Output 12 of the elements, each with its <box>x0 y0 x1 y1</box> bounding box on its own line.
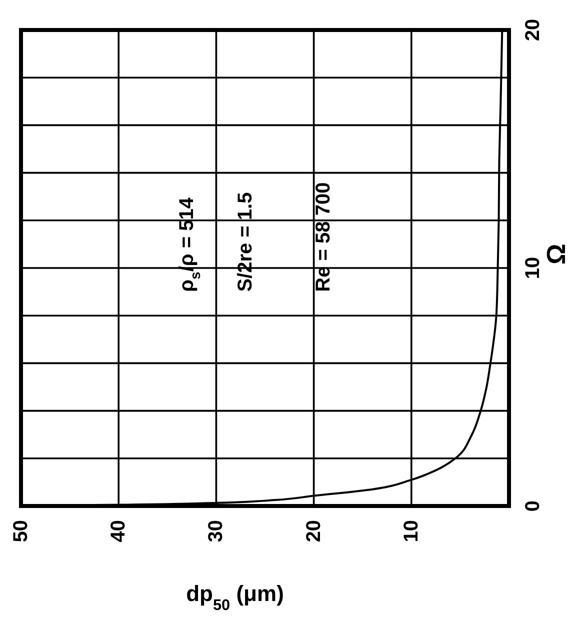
x-tick-label: 50 <box>10 520 32 542</box>
x-tick-label: 30 <box>205 520 228 542</box>
x-tick-label: 20 <box>302 520 325 542</box>
y-tick-label: 0 <box>522 500 544 512</box>
x-tick-label: 10 <box>400 520 422 542</box>
y-axis-title: Ω <box>541 244 571 264</box>
x-axis-title: dp$_{50}$ (μm) <box>186 581 284 614</box>
x-tick-label: 40 <box>108 520 130 542</box>
y-tick-label: 20 <box>522 18 544 42</box>
annotation: S/2re = 1.5 <box>234 192 256 292</box>
annotation: Re = 58 700 <box>312 182 335 292</box>
y-tick-label: 10 <box>522 256 544 280</box>
